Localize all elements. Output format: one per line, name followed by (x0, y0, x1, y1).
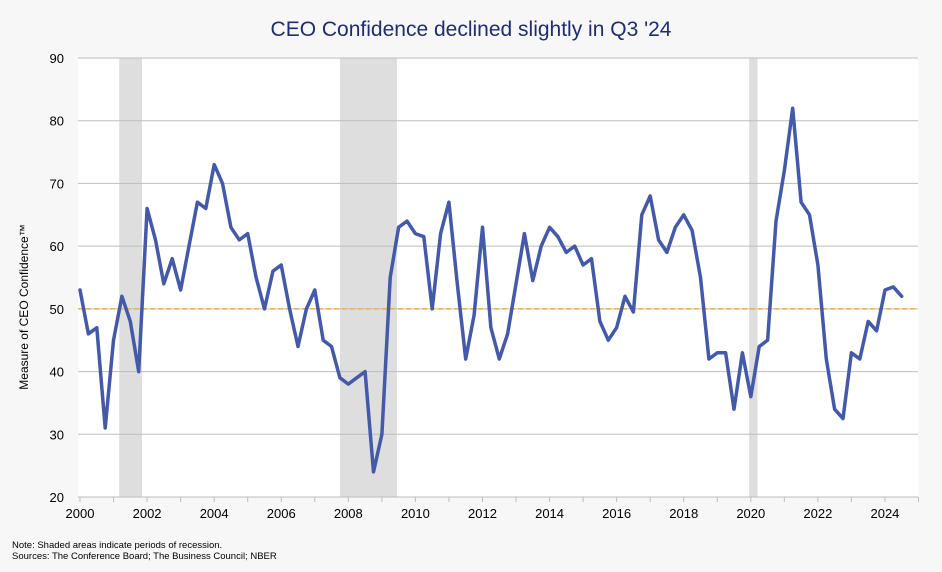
x-tick-label: 2014 (535, 506, 564, 521)
x-tick-label: 2008 (334, 506, 363, 521)
x-tick-label: 2018 (669, 506, 698, 521)
chart-title: CEO Confidence declined slightly in Q3 '… (270, 18, 672, 41)
x-tick-label: 2006 (267, 506, 296, 521)
note-text: Note: Shaded areas indicate periods of r… (12, 540, 223, 551)
y-tick-label: 40 (50, 365, 64, 380)
recession-band (749, 58, 758, 497)
x-tick-label: 2002 (133, 506, 162, 521)
x-tick-label: 2016 (602, 506, 631, 521)
x-tick-label: 2020 (736, 506, 765, 521)
x-tick-label: 2022 (803, 506, 832, 521)
recession-band (119, 58, 143, 497)
x-tick-label: 2012 (468, 506, 497, 521)
chart-notes: Note: Shaded areas indicate periods of r… (12, 540, 277, 562)
plot-area (78, 58, 918, 497)
sources-text: Sources: The Conference Board; The Busin… (12, 551, 277, 562)
y-tick-label: 20 (50, 490, 64, 505)
y-tick-label: 90 (50, 51, 64, 66)
y-tick-label: 80 (50, 114, 64, 129)
x-tick-label: 2000 (66, 506, 95, 521)
y-tick-label: 50 (50, 302, 64, 317)
x-tick-label: 2010 (401, 506, 430, 521)
y-tick-label: 30 (50, 427, 64, 442)
x-tick-label: 2004 (200, 506, 229, 521)
y-tick-label: 60 (50, 239, 64, 254)
x-tick-label: 2024 (870, 506, 899, 521)
y-tick-label: 70 (50, 176, 64, 191)
